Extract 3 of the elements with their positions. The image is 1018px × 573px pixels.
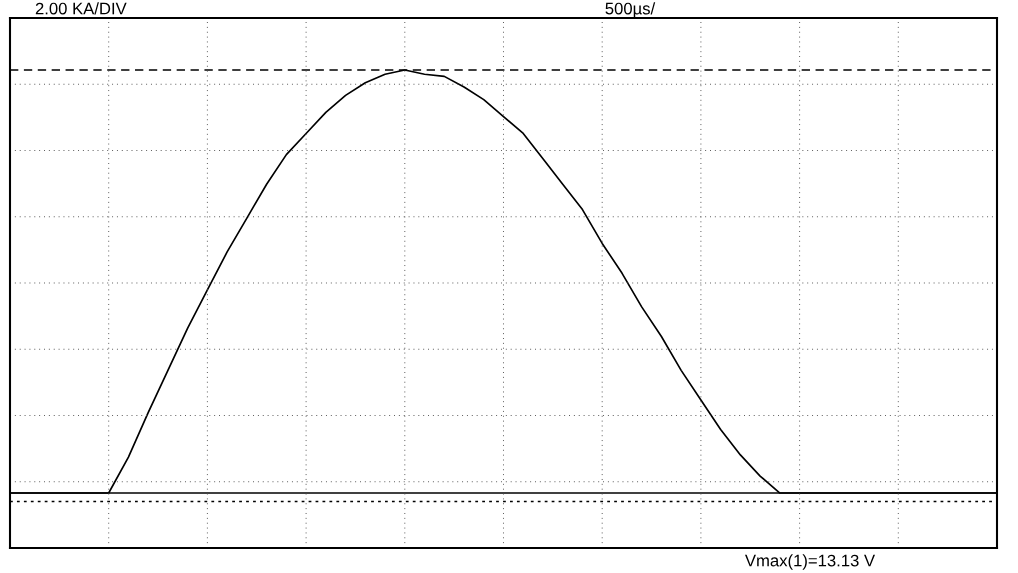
chart-title: 2.00 KA/DIV <box>35 2 127 15</box>
text: Vmax(1)=13.13 V <box>745 554 876 570</box>
chart-subtitle: 500µs/ <box>605 2 656 18</box>
